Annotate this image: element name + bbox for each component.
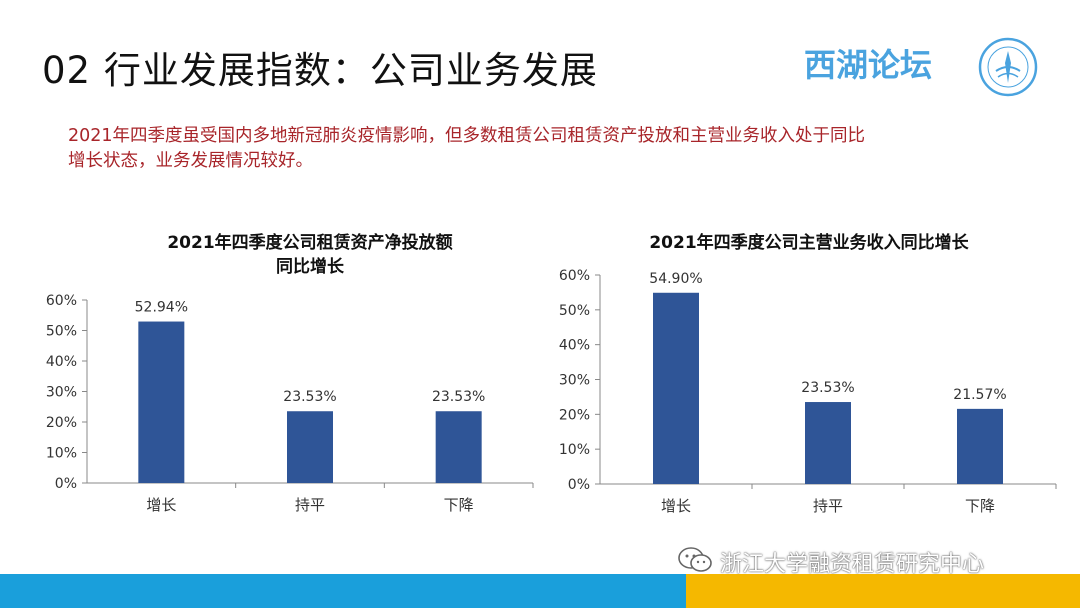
intro-text: 2021年四季度虽受国内多地新冠肺炎疫情影响，但多数租赁公司租赁资产投放和主营业… (68, 124, 1008, 174)
data-label: 52.94% (135, 300, 188, 316)
y-tick-label: 0% (55, 476, 77, 492)
y-tick-label: 0% (568, 477, 590, 493)
y-tick-label: 40% (46, 354, 77, 370)
intro-line: 增长状态，业务发展情况较好。 (68, 151, 313, 171)
bar (138, 321, 185, 483)
y-tick-label: 10% (46, 446, 77, 462)
chart2-title-line1: 2021年四季度公司主营业务收入同比增长 (649, 233, 969, 253)
chart2-title: 2021年四季度公司主营业务收入同比增长 (570, 231, 1048, 255)
y-tick-label: 20% (559, 407, 590, 423)
forum-logo-text: 西湖论坛 (804, 46, 933, 84)
data-label: 23.53% (283, 389, 336, 405)
bar (287, 411, 333, 483)
data-label: 23.53% (801, 380, 854, 396)
data-label: 23.53% (432, 389, 485, 405)
slide-title: 02 行业发展指数：公司业务发展 (42, 49, 598, 92)
x-tick-label: 增长 (661, 497, 691, 515)
forum-seal-icon (978, 37, 1038, 97)
y-tick-label: 30% (46, 385, 77, 401)
y-tick-label: 60% (46, 293, 77, 309)
footer-band-yellow (686, 574, 1080, 608)
y-tick-label: 50% (46, 324, 77, 340)
y-tick-label: 50% (559, 303, 590, 319)
bar (805, 402, 851, 484)
chart1-title-line1: 2021年四季度公司租赁资产净投放额 (167, 233, 453, 253)
y-tick-label: 40% (559, 338, 590, 354)
watermark-text: 浙江大学融资租赁研究中心 (720, 552, 985, 577)
bar (653, 292, 699, 484)
chart1-title-line2: 同比增长 (276, 257, 344, 277)
bar (435, 411, 482, 483)
x-tick-label: 持平 (295, 496, 325, 514)
footer-band-blue (0, 574, 686, 608)
y-tick-label: 60% (559, 268, 590, 284)
wechat-icon (678, 547, 712, 572)
y-tick-label: 30% (559, 373, 590, 389)
y-tick-label: 20% (46, 415, 77, 431)
x-tick-label: 增长 (146, 496, 176, 514)
x-tick-label: 下降 (965, 497, 995, 515)
chart1-title: 2021年四季度公司租赁资产净投放额 同比增长 (80, 231, 540, 279)
bar (957, 408, 1003, 484)
y-tick-label: 10% (559, 442, 590, 458)
x-tick-label: 持平 (813, 497, 843, 515)
x-tick-label: 下降 (444, 496, 474, 514)
data-label: 21.57% (953, 387, 1006, 403)
data-label: 54.90% (649, 271, 702, 287)
intro-line: 2021年四季度虽受国内多地新冠肺炎疫情影响，但多数租赁公司租赁资产投放和主营业… (68, 126, 866, 146)
